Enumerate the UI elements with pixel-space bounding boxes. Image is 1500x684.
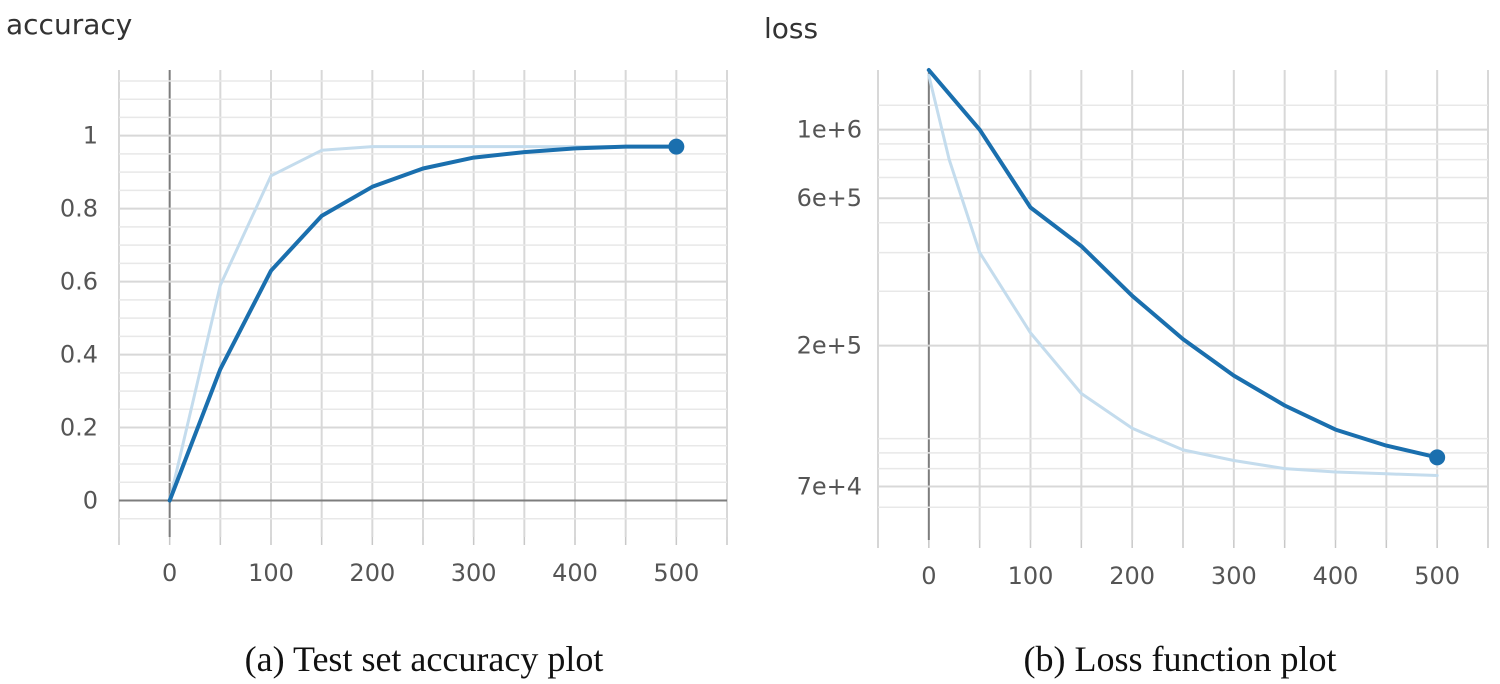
loss-tick-labels: 0 100 200 300 400 500 7e+4 2e+5 6e+5 1e+6	[797, 116, 1460, 590]
accuracy-series	[167, 138, 685, 503]
x-tick-label: 100	[1008, 562, 1054, 590]
loss-grid	[877, 70, 1489, 548]
y-tick-label: 0	[83, 487, 98, 515]
y-tick-label: 6e+5	[797, 184, 862, 212]
x-tick-label: 400	[552, 559, 598, 587]
smoothed-series-line	[167, 144, 679, 503]
x-tick-label: 200	[1109, 562, 1155, 590]
smoothed-series-line	[926, 68, 1440, 460]
y-tick-label: 2e+5	[797, 332, 862, 360]
x-tick-label: 0	[162, 559, 177, 587]
y-tick-label: 0.4	[60, 341, 98, 369]
x-tick-label: 100	[248, 559, 294, 587]
caption-loss: (b) Loss function plot	[1024, 639, 1337, 679]
x-tick-label: 500	[653, 559, 699, 587]
raw-series-line	[927, 73, 1439, 477]
x-tick-label: 500	[1414, 562, 1460, 590]
y-tick-label: 7e+4	[797, 473, 862, 501]
x-tick-label: 300	[451, 559, 497, 587]
x-tick-label: 0	[921, 562, 936, 590]
x-tick-label: 400	[1313, 562, 1359, 590]
loss-series	[926, 68, 1446, 477]
loss-panel: loss 0 100 200 300 400 500 7e+4 2e+5 6e+5 1e+6	[764, 12, 1489, 590]
series-end-marker	[1429, 449, 1446, 466]
y-tick-label: 0.8	[60, 195, 98, 223]
x-tick-label: 300	[1211, 562, 1257, 590]
x-tick-label: 200	[349, 559, 395, 587]
accuracy-grid	[118, 70, 728, 545]
y-tick-label: 1	[83, 122, 98, 150]
accuracy-tick-labels: 0 100 200 300 400 500 0 0.2 0.4 0.6 0.8 1	[60, 122, 699, 587]
y-tick-label: 0.6	[60, 268, 98, 296]
caption-accuracy: (a) Test set accuracy plot	[245, 639, 604, 679]
series-end-marker	[668, 138, 685, 155]
loss-panel-title: loss	[764, 12, 818, 45]
accuracy-panel: accuracy 0 100 200 300 400 500 0 0.2 0.4 0.6 0.8 1	[6, 8, 728, 587]
y-tick-label: 1e+6	[797, 116, 862, 144]
accuracy-panel-title: accuracy	[6, 8, 132, 41]
y-tick-label: 0.2	[60, 414, 98, 442]
